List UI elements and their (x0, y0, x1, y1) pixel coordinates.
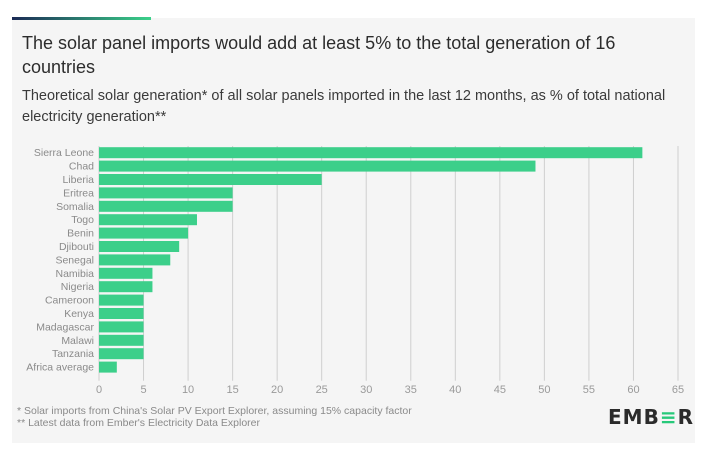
category-label: Senegal (55, 254, 94, 266)
x-tick-label: 55 (583, 384, 595, 396)
category-label: Namibia (55, 268, 94, 280)
bar (99, 160, 536, 172)
bar (99, 361, 117, 373)
accent-bar (12, 17, 151, 20)
bar (99, 321, 144, 333)
category-label: Nigeria (61, 281, 94, 293)
x-tick-label: 0 (96, 384, 102, 396)
category-label: Chad (69, 161, 94, 173)
bar (99, 227, 189, 239)
category-label: Eritrea (63, 187, 94, 199)
category-label: Togo (71, 214, 94, 226)
footnote-2: ** Latest data from Ember's Electricity … (17, 417, 261, 429)
bar (99, 254, 171, 266)
x-tick-label: 65 (672, 384, 684, 396)
x-tick-label: 35 (405, 384, 417, 396)
x-tick-label: 5 (140, 384, 146, 396)
x-tick-label: 20 (271, 384, 283, 396)
category-label: Africa average (26, 362, 94, 374)
category-label: Tanzania (52, 348, 94, 360)
logo-text-1: EMB (608, 405, 660, 429)
footnotes: * Solar imports from China's Solar PV Ex… (17, 405, 412, 429)
bar (99, 308, 144, 319)
category-label: Malawi (61, 335, 94, 347)
logo-e-icon: ≡ (659, 405, 678, 429)
x-tick-label: 60 (627, 384, 639, 396)
bar (99, 267, 153, 279)
category-label: Madagascar (36, 321, 94, 333)
bar (99, 281, 153, 293)
ember-logo: EMB≡R (608, 405, 694, 429)
bar (99, 294, 144, 306)
bar (99, 348, 144, 360)
category-label: Somalia (56, 201, 94, 213)
category-label: Sierra Leone (34, 147, 94, 159)
x-tick-label: 40 (449, 384, 461, 396)
bar (99, 200, 233, 212)
category-label: Liberia (62, 174, 94, 186)
x-tick-label: 30 (360, 384, 372, 396)
bar (99, 334, 144, 346)
x-tick-label: 15 (226, 384, 238, 396)
category-label: Benin (67, 228, 94, 240)
logo-text-2: R (677, 405, 694, 429)
x-tick-label: 10 (182, 384, 194, 396)
x-tick-label: 50 (538, 384, 550, 396)
category-label: Kenya (64, 308, 94, 320)
bar (99, 147, 643, 159)
bar (99, 187, 233, 199)
bar (99, 241, 180, 252)
chart-subtitle: Theoretical solar generation* of all sol… (22, 88, 666, 125)
x-tick-label: 25 (316, 384, 328, 396)
bar (99, 174, 322, 185)
bar (99, 214, 197, 226)
footnote-1: * Solar imports from China's Solar PV Ex… (17, 405, 412, 417)
category-label: Cameroon (45, 295, 94, 307)
x-tick-label: 45 (494, 384, 506, 396)
chart-title: The solar panel imports would add at lea… (22, 33, 616, 77)
category-label: Djibouti (59, 241, 94, 253)
